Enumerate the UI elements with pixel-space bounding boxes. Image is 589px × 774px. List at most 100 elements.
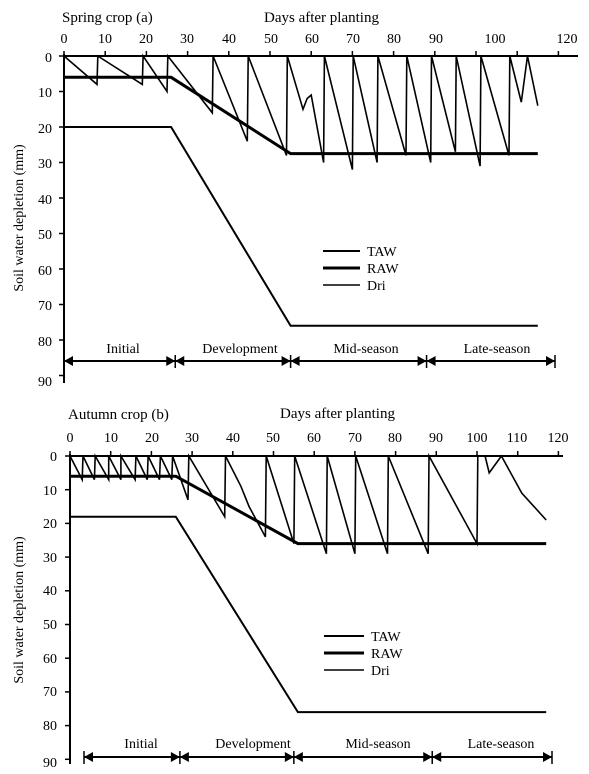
legend-label: Dri (367, 279, 386, 294)
stage-arrowhead (170, 752, 180, 762)
x-tick-label: 90 (429, 431, 443, 446)
x-tick-labels: 0 10 20 30 40 50 60 70 80 90 100 110 120 (67, 431, 569, 446)
chart-spring: Spring crop (a) Days after planting Soil… (12, 10, 578, 390)
x-tick-label: 20 (139, 32, 153, 47)
chart-title: Spring crop (a) (62, 10, 153, 26)
y-tick-label: 20 (38, 122, 52, 137)
y-tick-label: 90 (43, 756, 57, 771)
x-tick-label: 100 (467, 431, 488, 446)
x-tick-label: 80 (387, 32, 401, 47)
x-tick-label: 100 (485, 32, 506, 47)
y-tick-label: 50 (38, 228, 52, 243)
plot-area (59, 51, 578, 383)
series-line-raw (64, 75, 538, 156)
x-tick-label: 0 (61, 32, 68, 47)
stage-arrowhead (543, 752, 552, 762)
stage-arrowhead (417, 356, 427, 366)
legend-label: RAW (367, 262, 399, 277)
legend-label: RAW (371, 647, 403, 662)
y-tick-label: 80 (43, 719, 57, 734)
stage-arrowhead (546, 356, 555, 366)
y-tick-label: 10 (43, 484, 57, 499)
x-axis-title: Days after planting (264, 10, 379, 26)
stage-arrowhead (84, 752, 93, 762)
plot-area (65, 451, 563, 764)
x-tick-label: 20 (145, 431, 159, 446)
stage-label: Late-season (464, 342, 531, 357)
growth-stages: Initial Development Mid-season Late-seas… (106, 342, 530, 357)
x-tick-label: 60 (305, 32, 319, 47)
series-line-taw (64, 126, 538, 327)
x-tick-label: 60 (307, 431, 321, 446)
stage-arrowhead (423, 752, 433, 762)
stage-label: Late-season (468, 737, 535, 752)
y-tick-label: 80 (38, 335, 52, 350)
stage-arrowhead (293, 752, 303, 762)
y-tick-label: 30 (38, 157, 52, 172)
stage-label: Initial (106, 342, 140, 357)
y-tick-label: 90 (38, 375, 52, 390)
y-tick-label: 50 (43, 618, 57, 633)
x-tick-label: 70 (346, 32, 360, 47)
stage-arrowhead (281, 356, 291, 366)
x-tick-label: 110 (507, 431, 527, 446)
legend: TAW RAW Dri (324, 630, 403, 679)
x-tick-label: 80 (388, 431, 402, 446)
y-tick-label: 60 (38, 264, 52, 279)
stage-arrowhead (175, 356, 185, 366)
x-tick-label: 40 (226, 431, 240, 446)
x-tick-label: 70 (348, 431, 362, 446)
series-line-dri (69, 452, 547, 555)
x-tick-label: 10 (104, 431, 118, 446)
y-tick-label: 70 (38, 299, 52, 314)
stage-arrowhead (284, 752, 294, 762)
x-axis-title: Days after planting (280, 406, 395, 422)
stage-arrowhead (166, 356, 176, 366)
legend-label: TAW (367, 245, 397, 260)
stage-arrowhead (64, 356, 73, 366)
y-tick-label: 20 (43, 517, 57, 532)
x-tick-label: 120 (557, 32, 578, 47)
growth-stages: Initial Development Mid-season Late-seas… (124, 737, 534, 752)
stage-label: Development (202, 342, 278, 357)
stage-arrowhead (290, 356, 300, 366)
x-tick-label: 30 (180, 32, 194, 47)
stage-label: Mid-season (333, 342, 398, 357)
y-tick-label: 0 (45, 51, 52, 66)
y-axis-title: Soil water depletion (mm) (12, 536, 27, 684)
y-tick-label: 70 (43, 685, 57, 700)
series-line-taw (70, 515, 547, 714)
stage-label: Mid-season (345, 737, 410, 752)
y-axis-title: Soil water depletion (mm) (12, 144, 27, 292)
y-tick-label: 60 (43, 652, 57, 667)
legend-label: TAW (371, 630, 401, 645)
chart-autumn: Autumn crop (b) Days after planting Soil… (12, 406, 569, 771)
x-tick-label: 40 (222, 32, 236, 47)
y-tick-label: 0 (50, 450, 57, 465)
stage-label: Development (215, 737, 291, 752)
legend: TAW RAW Dri (323, 245, 399, 294)
series-line-dri (63, 53, 539, 170)
x-tick-label: 90 (429, 32, 443, 47)
y-tick-label: 10 (38, 86, 52, 101)
y-tick-labels: 0 10 20 30 40 50 60 70 80 90 (38, 51, 52, 390)
y-tick-label: 40 (38, 193, 52, 208)
legend-label: Dri (371, 664, 390, 679)
x-tick-label: 10 (98, 32, 112, 47)
stage-arrowhead (179, 752, 189, 762)
x-tick-label: 120 (548, 431, 569, 446)
y-tick-labels: 0 10 20 30 40 50 60 70 80 90 (43, 450, 57, 771)
chart-title: Autumn crop (b) (68, 407, 169, 423)
stage-arrowhead (426, 356, 436, 366)
y-tick-label: 40 (43, 584, 57, 599)
x-tick-labels: 0 10 20 30 40 50 60 70 80 90 100 120 (61, 32, 578, 47)
stage-label: Initial (124, 737, 158, 752)
x-tick-label: 50 (264, 32, 278, 47)
stage-arrowhead (432, 752, 442, 762)
series-line-raw (70, 474, 547, 546)
x-tick-label: 50 (266, 431, 280, 446)
x-tick-label: 0 (67, 431, 74, 446)
y-tick-label: 30 (43, 551, 57, 566)
x-tick-label: 30 (185, 431, 199, 446)
